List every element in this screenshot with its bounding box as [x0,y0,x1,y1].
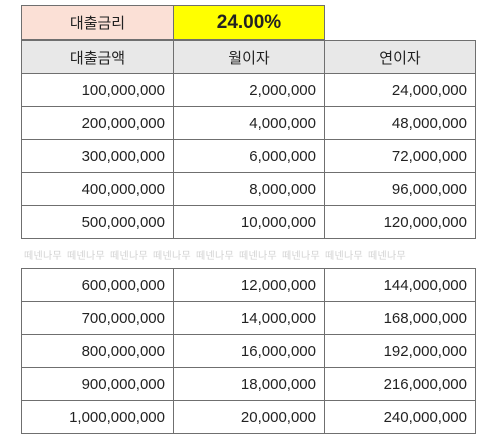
annual-interest-cell[interactable]: 240,000,000 [324,400,476,434]
loan-amount-cell[interactable]: 200,000,000 [21,106,174,140]
annual-interest-cell[interactable]: 96,000,000 [324,172,476,206]
header-loan-amount[interactable]: 대출금액 [21,40,174,74]
watermark-text: 떼넨나무 [110,251,148,261]
annual-interest-cell[interactable]: 144,000,000 [324,268,476,302]
rate-table: 대출금리 24.00% [21,5,325,40]
table-row: 500,000,000 10,000,000 120,000,000 [21,205,476,239]
interest-table-top: 대출금액 월이자 연이자 100,000,000 2,000,000 24,00… [21,40,476,239]
loan-amount-cell[interactable]: 800,000,000 [21,334,174,368]
annual-interest-cell[interactable]: 120,000,000 [324,205,476,239]
annual-interest-cell[interactable]: 48,000,000 [324,106,476,140]
loan-amount-cell[interactable]: 100,000,000 [21,73,174,107]
monthly-interest-cell[interactable]: 18,000,000 [173,367,325,401]
watermark-text: 떼넨나무 [368,251,406,261]
table-row: 300,000,000 6,000,000 72,000,000 [21,139,476,173]
rate-row: 대출금리 24.00% [21,5,325,40]
loan-amount-cell[interactable]: 700,000,000 [21,301,174,335]
watermark-text: 떼넨나무 [196,251,234,261]
monthly-interest-cell[interactable]: 2,000,000 [173,73,325,107]
watermark-text: 떼넨나무 [24,251,62,261]
table-row: 100,000,000 2,000,000 24,000,000 [21,73,476,107]
loan-amount-cell[interactable]: 500,000,000 [21,205,174,239]
watermark-text: 떼넨나무 [67,251,105,261]
monthly-interest-cell[interactable]: 12,000,000 [173,268,325,302]
annual-interest-cell[interactable]: 168,000,000 [324,301,476,335]
annual-interest-cell[interactable]: 216,000,000 [324,367,476,401]
watermark-text: 떼넨나무 [325,251,363,261]
loan-amount-cell[interactable]: 400,000,000 [21,172,174,206]
table-row: 900,000,000 18,000,000 216,000,000 [21,367,476,401]
table-row: 400,000,000 8,000,000 96,000,000 [21,172,476,206]
watermark-text: 떼넨나무 [239,251,277,261]
table-row: 200,000,000 4,000,000 48,000,000 [21,106,476,140]
loan-amount-cell[interactable]: 900,000,000 [21,367,174,401]
watermark-strip: 떼넨나무 떼넨나무 떼넨나무 떼넨나무 떼넨나무 떼넨나무 떼넨나무 떼넨나무 떼넨나무 [24,247,474,261]
header-monthly-interest[interactable]: 월이자 [173,40,325,74]
table-row: 600,000,000 12,000,000 144,000,000 [21,268,476,302]
watermark-text: 떼넨나무 [153,251,191,261]
table-row: 800,000,000 16,000,000 192,000,000 [21,334,476,368]
annual-interest-cell[interactable]: 24,000,000 [324,73,476,107]
interest-table-bottom: 600,000,000 12,000,000 144,000,000 700,0… [21,268,476,434]
table-row: 700,000,000 14,000,000 168,000,000 [21,301,476,335]
monthly-interest-cell[interactable]: 20,000,000 [173,400,325,434]
rate-value-cell[interactable]: 24.00% [173,5,325,40]
monthly-interest-cell[interactable]: 10,000,000 [173,205,325,239]
rate-label-cell[interactable]: 대출금리 [21,5,174,40]
watermark-text: 떼넨나무 [282,251,320,261]
monthly-interest-cell[interactable]: 8,000,000 [173,172,325,206]
header-annual-interest[interactable]: 연이자 [324,40,476,74]
loan-amount-cell[interactable]: 1,000,000,000 [21,400,174,434]
loan-amount-cell[interactable]: 600,000,000 [21,268,174,302]
monthly-interest-cell[interactable]: 6,000,000 [173,139,325,173]
loan-amount-cell[interactable]: 300,000,000 [21,139,174,173]
monthly-interest-cell[interactable]: 14,000,000 [173,301,325,335]
header-row: 대출금액 월이자 연이자 [21,40,476,74]
table-row: 1,000,000,000 20,000,000 240,000,000 [21,400,476,434]
annual-interest-cell[interactable]: 192,000,000 [324,334,476,368]
monthly-interest-cell[interactable]: 4,000,000 [173,106,325,140]
monthly-interest-cell[interactable]: 16,000,000 [173,334,325,368]
annual-interest-cell[interactable]: 72,000,000 [324,139,476,173]
